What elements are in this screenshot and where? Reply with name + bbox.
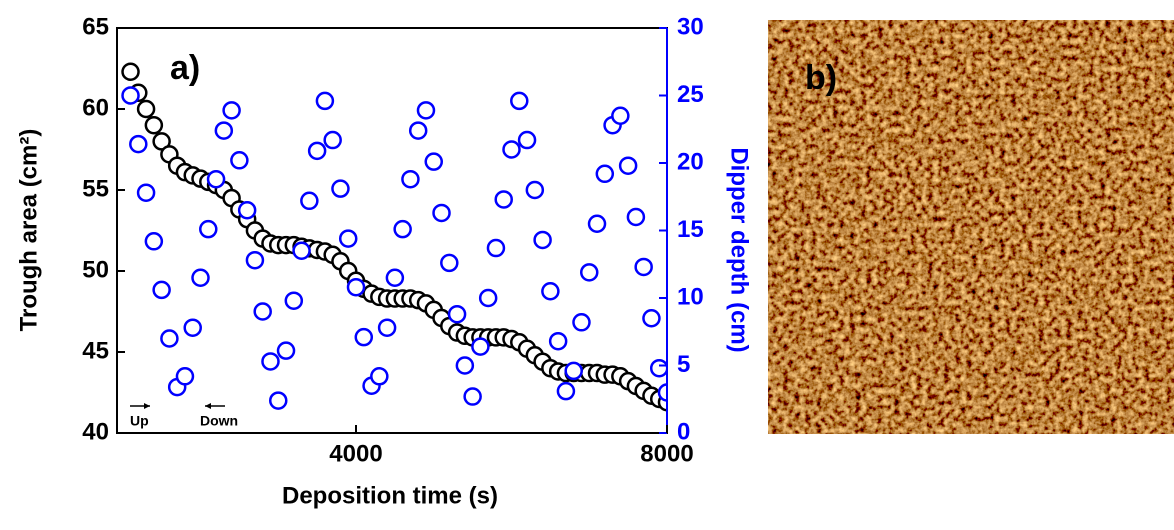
data-point	[245, 250, 265, 270]
data-point	[237, 201, 257, 220]
data-point	[510, 91, 529, 111]
x-tick-label: 8000	[640, 440, 693, 467]
y-tick-label: 45	[82, 337, 109, 364]
data-point	[611, 106, 630, 125]
data-point	[533, 230, 552, 250]
plot-area	[121, 62, 667, 412]
data-point	[338, 229, 358, 248]
y-tick-label: 55	[82, 175, 109, 202]
y-tick-label: 50	[82, 256, 109, 283]
data-point	[377, 318, 397, 337]
data-point	[292, 241, 311, 260]
data-point	[222, 101, 241, 120]
y2-tick-label: 10	[677, 283, 704, 310]
data-point	[642, 309, 661, 328]
data-point	[572, 313, 591, 332]
data-point	[160, 329, 179, 348]
data-point	[432, 203, 451, 223]
data-point	[315, 91, 335, 111]
data-point	[393, 219, 412, 239]
y-tick-label: 65	[82, 13, 109, 40]
data-point	[657, 383, 667, 402]
arrow-down-head	[205, 403, 211, 409]
annotation: Down	[200, 413, 238, 429]
data-point	[269, 391, 288, 410]
data-point	[370, 367, 389, 386]
arrow-up-head	[144, 403, 150, 409]
data-point	[401, 169, 420, 189]
data-point	[416, 101, 436, 120]
panel-label: a)	[170, 49, 200, 87]
data-point	[129, 134, 148, 154]
annotation: Up	[130, 413, 149, 429]
y2-tick-label: 30	[677, 13, 704, 40]
data-point	[214, 121, 234, 140]
data-point	[230, 151, 249, 170]
data-point	[471, 337, 490, 356]
data-point	[595, 164, 615, 184]
x-axis-label: Deposition time (s)	[282, 482, 498, 509]
y2-tick-label: 25	[677, 81, 704, 108]
data-point	[634, 257, 653, 277]
data-point	[261, 352, 280, 371]
y2-axis-label: Dipper depth (cm)	[726, 147, 753, 352]
data-point	[121, 86, 140, 105]
data-point	[618, 156, 638, 175]
data-point	[144, 115, 164, 135]
data-point	[385, 268, 405, 287]
data-point	[478, 288, 498, 308]
data-point	[346, 277, 366, 297]
image-label: b)	[805, 59, 837, 97]
data-point	[455, 356, 475, 375]
data-point	[564, 361, 583, 381]
afm-image	[768, 20, 1174, 434]
data-point	[331, 179, 350, 198]
data-point	[541, 282, 560, 301]
data-point	[408, 121, 428, 140]
data-point	[494, 190, 513, 209]
data-point	[502, 140, 521, 159]
data-point	[517, 130, 537, 150]
data-point	[121, 62, 140, 81]
y-tick-label: 40	[82, 418, 109, 445]
data-point	[580, 263, 599, 282]
data-point	[300, 191, 319, 211]
data-point	[548, 331, 568, 351]
data-point	[152, 280, 171, 300]
y2-tick-label: 0	[677, 418, 690, 445]
data-point	[323, 130, 342, 150]
data-point	[626, 207, 646, 227]
y2-tick-label: 20	[677, 148, 704, 175]
data-point	[649, 358, 667, 378]
data-point	[191, 268, 210, 287]
y2-tick-label: 15	[677, 216, 704, 243]
data-point	[486, 238, 506, 258]
y-axis-label: Trough area (cm²)	[15, 129, 42, 332]
data-point	[354, 327, 374, 347]
data-point	[424, 152, 444, 171]
data-point	[253, 302, 272, 321]
data-point	[440, 253, 459, 273]
data-point	[587, 214, 607, 233]
y-tick-label: 60	[82, 94, 109, 121]
x-tick-label: 4000	[329, 440, 382, 467]
data-point	[183, 318, 202, 337]
data-point	[525, 180, 545, 200]
data-point	[276, 341, 296, 360]
data-point	[199, 219, 218, 239]
data-point	[206, 169, 226, 189]
data-point	[136, 99, 156, 119]
data-point	[447, 304, 467, 324]
data-point	[175, 367, 195, 386]
data-point	[284, 291, 304, 310]
data-point	[307, 141, 327, 161]
data-point	[144, 232, 164, 251]
y2-tick-label: 5	[677, 351, 690, 378]
data-point	[136, 183, 156, 202]
data-point	[463, 387, 482, 406]
data-point	[556, 381, 576, 401]
